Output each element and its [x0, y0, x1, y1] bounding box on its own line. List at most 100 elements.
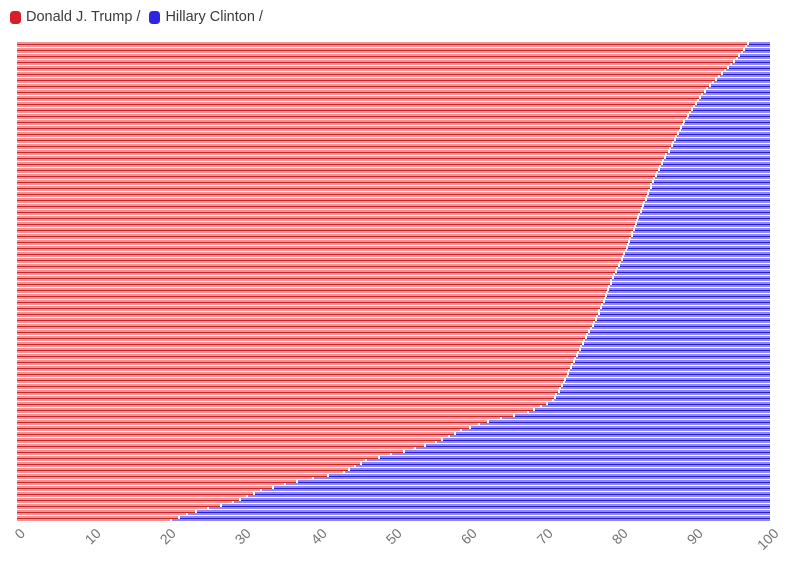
bar-segment-clinton[interactable] [345, 471, 770, 474]
bar-segment-trump[interactable] [17, 186, 650, 189]
bar-segment-clinton[interactable] [576, 357, 770, 360]
bar-segment-trump[interactable] [17, 393, 556, 396]
bar-segment-clinton[interactable] [171, 519, 770, 522]
bar-segment-trump[interactable] [17, 183, 651, 186]
bar-segment-clinton[interactable] [595, 321, 770, 324]
bar-segment-clinton[interactable] [573, 363, 770, 366]
bar-segment-trump[interactable] [17, 390, 558, 393]
bar-segment-clinton[interactable] [559, 390, 770, 393]
bar-segment-clinton[interactable] [726, 69, 770, 72]
bar-segment-trump[interactable] [17, 462, 360, 465]
bar-segment-trump[interactable] [17, 222, 636, 225]
bar-segment-clinton[interactable] [461, 429, 770, 432]
bar-segment-trump[interactable] [17, 324, 592, 327]
bar-segment-trump[interactable] [17, 96, 700, 99]
bar-segment-clinton[interactable] [658, 171, 770, 174]
bar-segment-trump[interactable] [17, 453, 391, 456]
bar-segment-trump[interactable] [17, 384, 562, 387]
bar-segment-clinton[interactable] [603, 303, 770, 306]
bar-segment-trump[interactable] [17, 321, 594, 324]
bar-segment-trump[interactable] [17, 54, 739, 57]
bar-segment-trump[interactable] [17, 246, 627, 249]
bar-segment-clinton[interactable] [678, 132, 770, 135]
bar-segment-trump[interactable] [17, 165, 660, 168]
bar-segment-clinton[interactable] [570, 369, 770, 372]
bar-segment-clinton[interactable] [643, 204, 770, 207]
bar-segment-trump[interactable] [17, 297, 604, 300]
bar-segment-clinton[interactable] [647, 195, 770, 198]
bar-segment-clinton[interactable] [637, 219, 770, 222]
bar-segment-clinton[interactable] [247, 495, 770, 498]
bar-segment-clinton[interactable] [607, 294, 770, 297]
bar-segment-trump[interactable] [17, 108, 691, 111]
bar-segment-clinton[interactable] [674, 141, 770, 144]
bar-segment-trump[interactable] [17, 375, 566, 378]
bar-segment-clinton[interactable] [488, 420, 770, 423]
bar-segment-clinton[interactable] [637, 222, 770, 225]
bar-segment-clinton[interactable] [582, 345, 770, 348]
bar-segment-clinton[interactable] [442, 438, 770, 441]
bar-segment-clinton[interactable] [634, 228, 770, 231]
bar-segment-clinton[interactable] [742, 51, 770, 54]
bar-segment-trump[interactable] [17, 201, 644, 204]
bar-segment-trump[interactable] [17, 495, 246, 498]
bar-segment-trump[interactable] [17, 45, 746, 48]
bar-segment-clinton[interactable] [585, 339, 770, 342]
bar-segment-trump[interactable] [17, 123, 682, 126]
bar-segment-clinton[interactable] [455, 432, 770, 435]
bar-segment-trump[interactable] [17, 306, 600, 309]
bar-segment-trump[interactable] [17, 309, 599, 312]
bar-segment-clinton[interactable] [588, 333, 770, 336]
bar-segment-clinton[interactable] [534, 408, 770, 411]
bar-segment-trump[interactable] [17, 66, 728, 69]
bar-segment-clinton[interactable] [635, 225, 770, 228]
bar-segment-trump[interactable] [17, 318, 595, 321]
bar-segment-trump[interactable] [17, 48, 743, 51]
bar-segment-trump[interactable] [17, 471, 344, 474]
bar-segment-clinton[interactable] [286, 483, 770, 486]
bar-segment-trump[interactable] [17, 366, 570, 369]
bar-segment-clinton[interactable] [643, 207, 770, 210]
bar-segment-trump[interactable] [17, 81, 713, 84]
bar-segment-clinton[interactable] [356, 465, 770, 468]
bar-segment-clinton[interactable] [711, 84, 770, 87]
bar-segment-clinton[interactable] [623, 255, 770, 258]
bar-segment-trump[interactable] [17, 513, 187, 516]
bar-segment-trump[interactable] [17, 369, 569, 372]
bar-segment-trump[interactable] [17, 354, 576, 357]
bar-segment-clinton[interactable] [589, 330, 770, 333]
bar-segment-clinton[interactable] [350, 468, 770, 471]
bar-segment-trump[interactable] [17, 198, 645, 201]
bar-segment-trump[interactable] [17, 189, 648, 192]
bar-segment-clinton[interactable] [329, 474, 770, 477]
bar-segment-trump[interactable] [17, 84, 709, 87]
bar-segment-clinton[interactable] [596, 318, 770, 321]
bar-segment-trump[interactable] [17, 417, 501, 420]
bar-segment-trump[interactable] [17, 426, 469, 429]
bar-segment-clinton[interactable] [665, 156, 770, 159]
bar-segment-trump[interactable] [17, 489, 261, 492]
legend-item-trump[interactable]: Donald J. Trump / [10, 9, 140, 25]
bar-segment-trump[interactable] [17, 63, 731, 66]
bar-segment-trump[interactable] [17, 258, 621, 261]
bar-segment-clinton[interactable] [720, 75, 770, 78]
bar-segment-clinton[interactable] [695, 105, 770, 108]
bar-segment-trump[interactable] [17, 216, 638, 219]
bar-segment-trump[interactable] [17, 405, 540, 408]
bar-segment-trump[interactable] [17, 162, 661, 165]
bar-segment-clinton[interactable] [274, 486, 770, 489]
bar-segment-clinton[interactable] [415, 447, 770, 450]
bar-segment-trump[interactable] [17, 342, 582, 345]
bar-segment-clinton[interactable] [647, 198, 770, 201]
bar-segment-clinton[interactable] [566, 378, 770, 381]
bar-segment-trump[interactable] [17, 303, 602, 306]
bar-segment-trump[interactable] [17, 477, 313, 480]
bar-segment-clinton[interactable] [653, 180, 770, 183]
bar-segment-clinton[interactable] [611, 282, 770, 285]
bar-segment-trump[interactable] [17, 252, 624, 255]
bar-segment-trump[interactable] [17, 510, 195, 513]
bar-segment-clinton[interactable] [691, 111, 770, 114]
bar-segment-clinton[interactable] [723, 72, 770, 75]
bar-segment-trump[interactable] [17, 492, 254, 495]
bar-segment-clinton[interactable] [652, 183, 770, 186]
